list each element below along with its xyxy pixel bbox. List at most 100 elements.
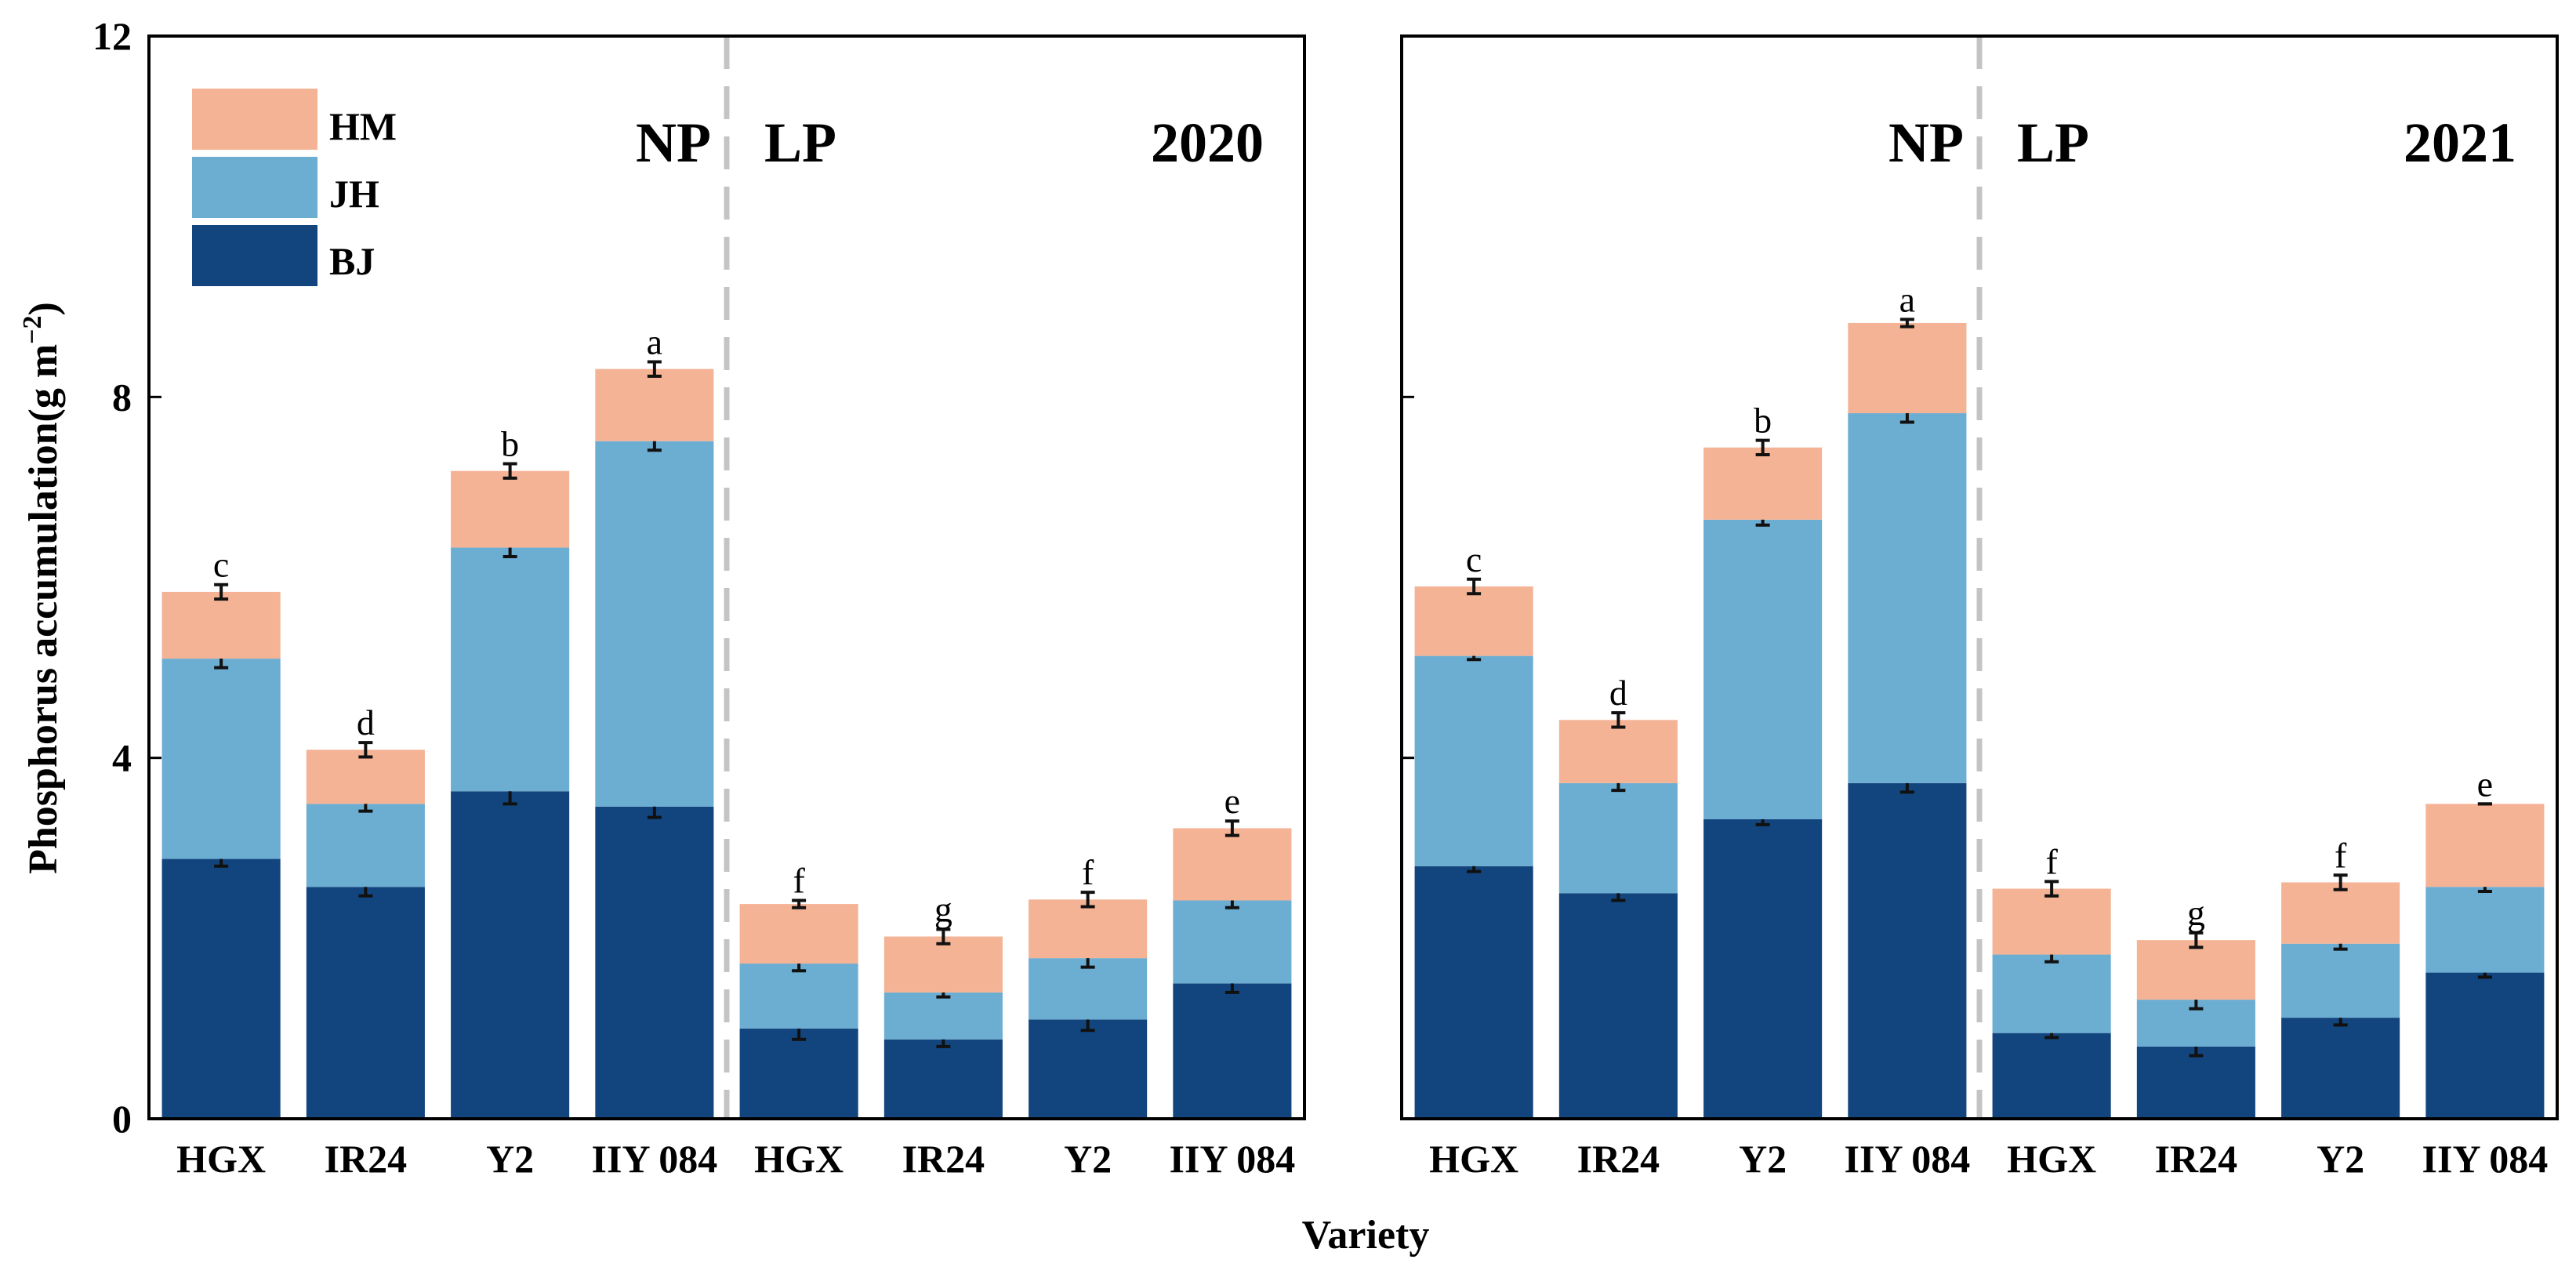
x-axis-title: Variety [1302,1213,1430,1258]
bar-hm [2136,940,2255,1000]
bar-jh [306,804,425,887]
significance-label-hm: g [934,889,952,929]
legend-swatch-jh [192,157,317,218]
bar-jh [1848,413,1967,783]
bar-jh [1992,954,2111,1033]
bar-bj [1703,818,1823,1119]
bar-hm [595,368,714,441]
bar-bj [739,1028,858,1119]
significance-label-hm: d [357,702,375,742]
plot-frame [147,34,1306,1120]
bar-jh [883,992,1003,1040]
significance-label-hm: c [1466,539,1482,579]
bar-bj [1414,866,1533,1119]
bar-hm [1992,888,2111,955]
bar-jh [2425,887,2545,973]
legend-label-hm: HM [329,104,397,148]
bar-jh [1173,900,1292,984]
significance-label-hm: f [793,860,805,900]
y-axis-title-main: Phosphorus accumulation(g m [21,344,66,874]
significance-label-hm: a [1899,279,1915,319]
x-tick-label: Y2 [2317,1137,2364,1181]
group-label-np: NP [1888,111,1964,174]
bar-bj [2281,1018,2400,1119]
bar-jh [1558,782,1678,894]
bar-jh [1703,519,1823,819]
group-label-lp: LP [2017,111,2089,174]
plot-frame [1400,34,2559,1120]
significance-label-hm: f [1082,852,1094,892]
bar-jh [2281,943,2400,1018]
legend-label-bj: BJ [329,239,375,283]
bar-jh [161,659,281,859]
bar-hm [1703,447,1823,520]
significance-label-hm: a [647,321,662,361]
x-tick-label: HGX [176,1137,266,1181]
bar-hm [1173,828,1292,901]
bar-jh [451,547,570,792]
bar-jh [739,964,858,1029]
bar-hm [1558,720,1678,783]
y-tick-label: 12 [93,14,132,58]
bar-hm [161,591,281,659]
y-axis-title: Phosphorus accumulation(g m−2) [18,302,66,874]
x-tick-label: HGX [1429,1137,1518,1181]
y-tick-label: 0 [112,1097,132,1141]
significance-label-hm: b [1754,401,1772,441]
x-tick-label: Y2 [1064,1137,1112,1181]
x-tick-label: IIY 084 [1845,1137,1971,1181]
x-tick-label: IR24 [2155,1137,2238,1181]
group-label-lp: LP [764,111,836,174]
x-tick-label: IR24 [1577,1137,1660,1181]
x-tick-label: HGX [2007,1137,2096,1181]
bar-hm [2281,882,2400,944]
bar-bj [451,791,570,1119]
significance-label-hm: d [1609,673,1627,713]
significance-label-hm: f [2335,835,2347,875]
x-tick-label: IR24 [902,1137,985,1181]
bar-hm [306,750,425,804]
significance-label-hm: e [2477,764,2493,804]
bar-bj [883,1039,1003,1119]
significance-label-hm: e [1225,781,1240,821]
y-tick-label: 8 [112,375,132,419]
bar-bj [1029,1019,1148,1119]
bar-bj [1558,893,1678,1119]
significance-label-hm: g [2187,893,2205,933]
legend: HM JH BJ [192,89,397,286]
group-label-np: NP [636,111,711,174]
bar-hm [1029,899,1148,959]
bar-bj [2136,1046,2255,1119]
legend-swatch-hm [192,89,317,150]
x-tick-label: Y2 [1739,1137,1787,1181]
bar-bj [1992,1033,2111,1119]
legend-label-jh: JH [329,172,379,216]
x-tick-label: IIY 084 [2422,1137,2549,1181]
legend-swatch-bj [192,225,317,286]
bar-hm [2425,804,2545,887]
x-tick-label: IIY 084 [1170,1137,1296,1181]
bar-bj [306,887,425,1119]
x-tick-label: IIY 084 [592,1137,718,1181]
panel-year-title: 2021 [2404,111,2516,174]
bar-bj [1848,782,1967,1119]
y-axis-title-superscript: −2 [18,315,47,343]
y-tick-label: 4 [112,736,132,780]
panel-year-title: 2020 [1151,111,1264,174]
bar-jh [595,441,714,807]
significance-label-hm: f [2045,841,2058,881]
panel-2020: 04812bccHGXcddIR24abbY2aaaIIY 084effHGXe… [93,14,1306,1181]
y-axis-title-close: ) [21,302,66,315]
bar-hm [739,904,858,964]
bar-bj [161,858,281,1119]
bar-bj [1173,983,1292,1119]
bar-bj [595,806,714,1119]
bar-hm [883,936,1003,993]
bar-jh [1414,655,1533,866]
x-tick-label: IR24 [325,1137,408,1181]
chart-panels: 04812bccHGXcddIR24abbY2aaaIIY 084effHGXe… [93,14,2559,1181]
bar-hm [1414,586,1533,656]
x-tick-label: HGX [754,1137,844,1181]
x-tick-label: Y2 [486,1137,534,1181]
